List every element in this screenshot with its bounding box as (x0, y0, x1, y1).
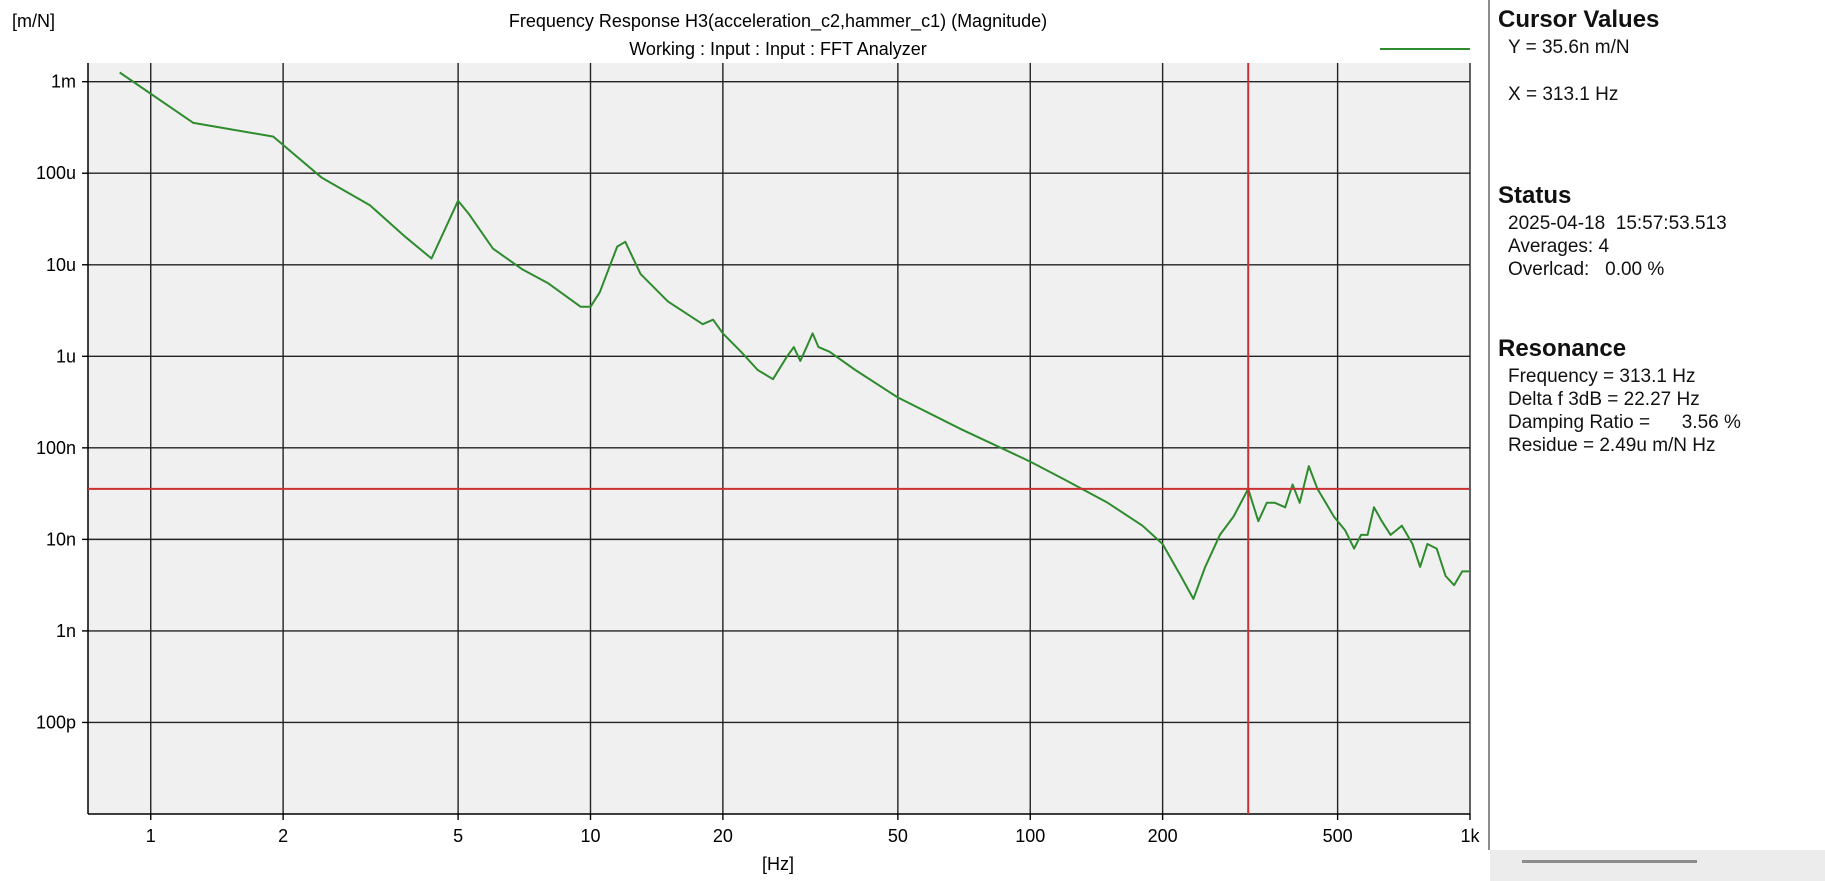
tick-labels: 1 2 5 10 20 50 100 200 500 1k 1m 100u 10u 1u 100n 10n 1n… (36, 72, 1481, 846)
cursor-values-title: Cursor Values (1498, 6, 1660, 33)
y-tick-label: 1n (56, 621, 76, 641)
resonance-residue: Residue = 2.49u m/N Hz (1508, 435, 1716, 456)
y-tick-label: 10n (46, 529, 76, 549)
y-tick-label: 1u (56, 346, 76, 366)
x-tick-label: 10 (580, 826, 600, 846)
cursor-group[interactable] (88, 63, 1470, 814)
resonance-damping: Damping Ratio = 3.56 % (1508, 412, 1741, 433)
y-unit-label: [m/N] (12, 11, 55, 31)
status-title: Status (1498, 182, 1572, 209)
x-axis-label: [Hz] (762, 854, 794, 874)
x-tick-label: 100 (1015, 826, 1045, 846)
y-tick-label: 10u (46, 255, 76, 275)
cursor-y-value: Y = 35.6n m/N (1508, 37, 1630, 58)
x-tick-label: 200 (1148, 826, 1178, 846)
x-tick-label: 500 (1323, 826, 1353, 846)
resonance-frequency: Frequency = 313.1 Hz (1508, 366, 1696, 387)
panel-separator (1488, 0, 1491, 850)
y-tick-label: 1m (51, 72, 76, 92)
x-tick-label: 20 (713, 826, 733, 846)
series-group (119, 71, 1470, 600)
x-tick-label: 1k (1460, 826, 1480, 846)
grid (82, 63, 1471, 820)
chart-title: Frequency Response H3(acceleration_c2,ha… (509, 11, 1047, 32)
y-tick-label: 100u (36, 163, 76, 183)
y-tick-label: 100p (36, 712, 76, 732)
frf-chart[interactable]: 1 2 5 10 20 50 100 200 500 1k 1m 100u 10u 1u 100n 10n 1n… (0, 0, 1488, 881)
status-overload: Overlcad: 0.00 % (1508, 259, 1665, 280)
panel-scrollbar[interactable] (1490, 850, 1825, 881)
resonance-title: Resonance (1498, 335, 1627, 362)
status-timestamp: 2025-04-18 15:57:53.513 (1508, 213, 1727, 234)
scrollbar-thumb[interactable] (1522, 860, 1697, 863)
x-tick-label: 1 (146, 826, 156, 846)
y-tick-label: 100n (36, 438, 76, 458)
chart-subtitle: Working : Input : Input : FFT Analyzer (629, 39, 926, 59)
plot-area[interactable] (88, 63, 1470, 814)
status-averages: Averages: 4 (1508, 236, 1610, 257)
side-panel: Cursor Values Y = 35.6n m/N X = 313.1 Hz… (1490, 0, 1825, 881)
resonance-delta-f: Delta f 3dB = 22.27 Hz (1508, 389, 1700, 410)
frf-magnitude-line (119, 71, 1470, 600)
cursor-x-value: X = 313.1 Hz (1508, 84, 1619, 105)
x-tick-label: 50 (888, 826, 908, 846)
x-tick-label: 2 (278, 826, 288, 846)
x-tick-label: 5 (453, 826, 463, 846)
